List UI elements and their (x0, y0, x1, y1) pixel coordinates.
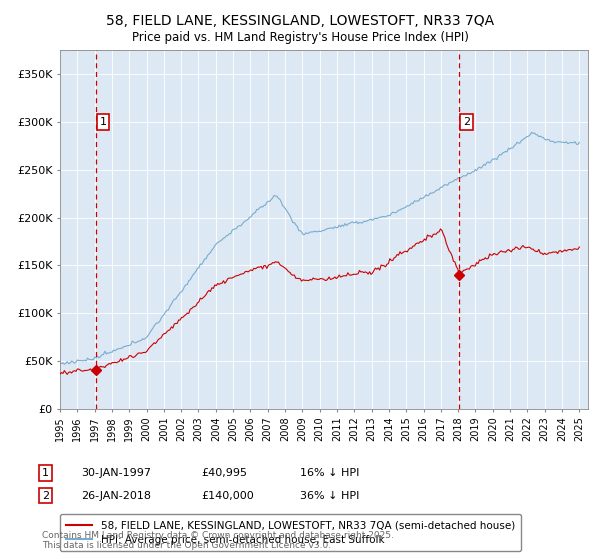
Text: £40,995: £40,995 (201, 468, 247, 478)
Text: £140,000: £140,000 (201, 491, 254, 501)
Text: 1: 1 (100, 117, 107, 127)
Text: 2: 2 (463, 117, 470, 127)
Text: 2: 2 (42, 491, 49, 501)
Text: 30-JAN-1997: 30-JAN-1997 (81, 468, 151, 478)
Text: Contains HM Land Registry data © Crown copyright and database right 2025.
This d: Contains HM Land Registry data © Crown c… (42, 530, 394, 550)
Text: Price paid vs. HM Land Registry's House Price Index (HPI): Price paid vs. HM Land Registry's House … (131, 31, 469, 44)
Text: 16% ↓ HPI: 16% ↓ HPI (300, 468, 359, 478)
Text: 58, FIELD LANE, KESSINGLAND, LOWESTOFT, NR33 7QA: 58, FIELD LANE, KESSINGLAND, LOWESTOFT, … (106, 14, 494, 28)
Legend: 58, FIELD LANE, KESSINGLAND, LOWESTOFT, NR33 7QA (semi-detached house), HPI: Ave: 58, FIELD LANE, KESSINGLAND, LOWESTOFT, … (60, 515, 521, 551)
Text: 36% ↓ HPI: 36% ↓ HPI (300, 491, 359, 501)
Text: 26-JAN-2018: 26-JAN-2018 (81, 491, 151, 501)
Text: 1: 1 (42, 468, 49, 478)
